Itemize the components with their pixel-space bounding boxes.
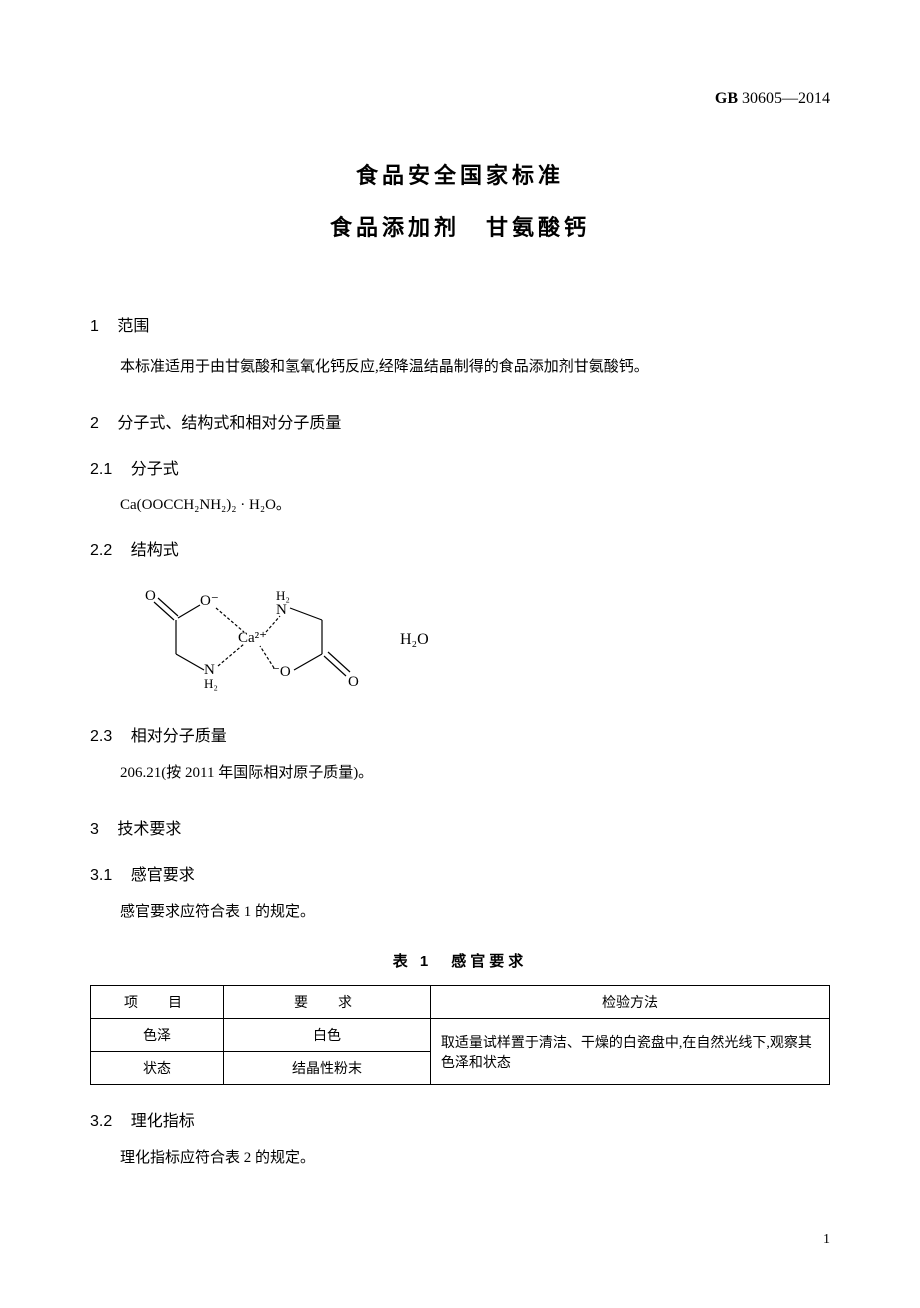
subsection-title: 结构式 [131,542,179,559]
atom-label: ⁻O [272,664,291,680]
section-2-2-heading: 2.2 结构式 [90,536,830,560]
document-code: GB 30605—2014 [90,90,830,108]
table-1: 项 目 要 求 检验方法 色泽 白色 取适量试样置于清洁、干燥的白瓷盘中,在自然… [90,985,830,1085]
subsection-title: 分子式 [131,461,179,478]
molecular-formula: Ca(OOCCH₂NH₂)₂ · H₂O。 [120,493,830,514]
subsection-num: 2.3 [90,728,112,745]
section-2-1-heading: 2.1 分子式 [90,455,830,479]
atom-label: H₂ [276,588,290,603]
table-cell: 结晶性粉末 [224,1052,431,1085]
atom-label: O⁻ [200,593,219,609]
atom-label: N [276,602,287,618]
atom-label: H₂ [204,676,218,691]
section-2-3-body: 206.21(按 2011 年国际相对原子质量)。 [90,760,830,787]
table-header-row: 项 目 要 求 检验方法 [91,986,830,1019]
table-1-caption: 表 1 感官要求 [90,950,830,971]
subsection-num: 2.1 [90,461,112,478]
section-num: 1 [90,318,99,335]
table-cell: 状态 [91,1052,224,1085]
section-3-2-heading: 3.2 理化指标 [90,1107,830,1131]
atom-label: O [348,674,359,690]
code-number: 30605—2014 [742,90,830,107]
table-header: 检验方法 [430,986,829,1019]
subsection-num: 3.2 [90,1113,112,1130]
section-title: 分子式、结构式和相对分子质量 [117,415,341,432]
section-num: 3 [90,821,99,838]
table-row: 色泽 白色 取适量试样置于清洁、干燥的白瓷盘中,在自然光线下,观察其色泽和状态 [91,1019,830,1052]
section-1-heading: 1 范围 [90,312,830,336]
section-3-heading: 3 技术要求 [90,815,830,839]
section-3-2-body: 理化指标应符合表 2 的规定。 [90,1145,830,1172]
section-title: 范围 [117,318,149,335]
section-3-1-body: 感官要求应符合表 1 的规定。 [90,899,830,926]
structure-svg: O O⁻ N H₂ Ca²⁺ H₂ N ⁻O O [130,580,450,700]
subsection-num: 3.1 [90,867,112,884]
atom-label: O [145,588,156,604]
table-cell: 白色 [224,1019,431,1052]
main-title: 食品安全国家标准 [90,158,830,190]
sub-title: 食品添加剂 甘氨酸钙 [90,210,830,242]
section-num: 2 [90,415,99,432]
subsection-num: 2.2 [90,542,112,559]
section-title: 技术要求 [117,821,181,838]
section-3-1-heading: 3.1 感官要求 [90,861,830,885]
section-2-heading: 2 分子式、结构式和相对分子质量 [90,409,830,433]
subsection-title: 感官要求 [131,867,195,884]
water-label: H₂O [400,631,429,648]
table-method-cell: 取适量试样置于清洁、干燥的白瓷盘中,在自然光线下,观察其色泽和状态 [430,1019,829,1085]
table-header: 要 求 [224,986,431,1019]
page-number: 1 [90,1232,830,1248]
table-cell: 色泽 [91,1019,224,1052]
subsection-title: 相对分子质量 [131,728,227,745]
chemical-structure-diagram: O O⁻ N H₂ Ca²⁺ H₂ N ⁻O O [130,580,830,700]
code-prefix: GB [715,90,738,107]
section-1-body: 本标准适用于由甘氨酸和氢氧化钙反应,经降温结晶制得的食品添加剂甘氨酸钙。 [90,354,830,381]
table-header: 项 目 [91,986,224,1019]
section-2-3-heading: 2.3 相对分子质量 [90,722,830,746]
atom-label: Ca²⁺ [238,630,267,646]
subsection-title: 理化指标 [131,1113,195,1130]
